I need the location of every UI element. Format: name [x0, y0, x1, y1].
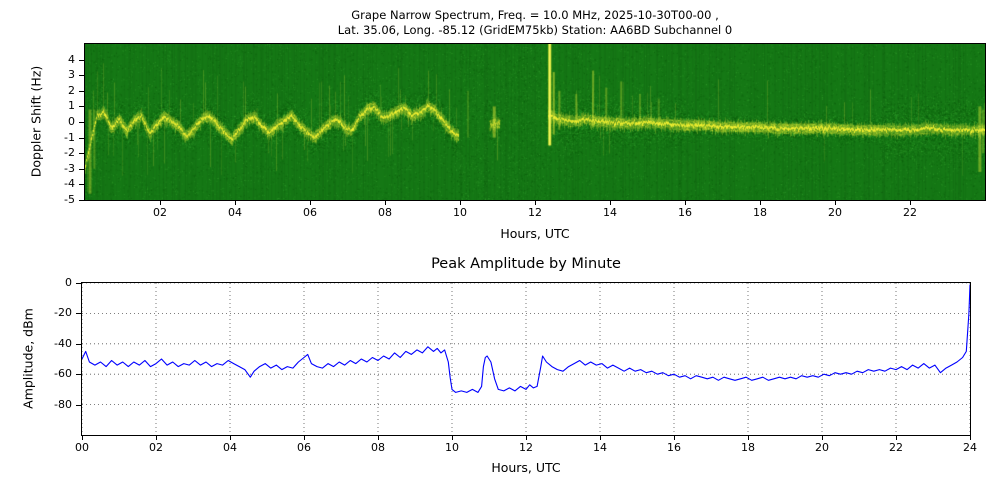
x-tick-mark: [600, 436, 601, 440]
x-tick-label: 16: [667, 441, 681, 454]
y-tick-mark: [79, 75, 84, 77]
y-tick-mark: [76, 343, 81, 345]
x-tick-label: 00: [75, 441, 89, 454]
y-tick-mark: [79, 200, 84, 201]
y-tick-label: 3: [68, 68, 75, 82]
y-tick-mark: [79, 59, 84, 61]
x-tick-mark: [970, 436, 971, 440]
y-tick-mark: [76, 374, 81, 376]
x-tick-mark: [610, 201, 611, 205]
y-tick-mark: [76, 283, 81, 284]
x-tick-label: 14: [603, 206, 617, 219]
y-tick-label: 4: [68, 52, 75, 66]
x-tick-label: 24: [963, 441, 977, 454]
x-tick-label: 10: [453, 206, 467, 219]
x-tick-label: 04: [223, 441, 237, 454]
y-tick-label: -5: [64, 193, 75, 206]
y-tick-label: -20: [54, 306, 72, 320]
x-tick-label: 02: [153, 206, 167, 219]
x-tick-mark: [452, 436, 453, 440]
y-tick-label: -4: [64, 177, 75, 191]
y-tick-label: 0: [68, 115, 75, 128]
x-tick-mark: [748, 436, 749, 440]
x-tick-label: 04: [228, 206, 242, 219]
y-tick-label: 1: [68, 99, 75, 113]
y-tick-mark: [76, 404, 81, 406]
y-tick-label: 2: [68, 83, 75, 97]
y-tick-label: -3: [64, 161, 75, 175]
x-tick-mark: [235, 201, 236, 205]
x-tick-mark: [674, 436, 675, 440]
x-tick-label: 20: [828, 206, 842, 219]
x-tick-label: 02: [149, 441, 163, 454]
y-tick-label: -80: [54, 397, 72, 411]
x-tick-mark: [760, 201, 761, 205]
x-tick-label: 16: [678, 206, 692, 219]
x-tick-mark: [160, 201, 161, 205]
x-tick-mark: [896, 436, 897, 440]
amplitude-plot: [82, 283, 970, 435]
x-tick-label: 12: [519, 441, 533, 454]
y-tick-label: 0: [65, 276, 72, 289]
y-tick-label: -40: [54, 336, 72, 350]
y-tick-mark: [79, 153, 84, 155]
y-tick-label: -2: [64, 146, 75, 160]
x-tick-mark: [822, 436, 823, 440]
x-tick-mark: [304, 436, 305, 440]
x-tick-label: 08: [371, 441, 385, 454]
x-tick-mark: [156, 436, 157, 440]
x-tick-mark: [685, 201, 686, 205]
x-tick-label: 08: [378, 206, 392, 219]
x-tick-label: 18: [741, 441, 755, 454]
y-tick-label: -1: [64, 130, 75, 144]
x-tick-label: 06: [297, 441, 311, 454]
y-tick-mark: [79, 137, 84, 139]
x-tick-label: 12: [528, 206, 542, 219]
x-tick-mark: [82, 436, 83, 440]
amplitude-y-axis-label: Amplitude, dBm: [20, 308, 36, 409]
x-tick-mark: [835, 201, 836, 205]
spectrogram-title-line2: Lat. 35.06, Long. -85.12 (GridEM75kb) St…: [337, 23, 733, 37]
spectrogram-x-axis-label: Hours, UTC: [500, 226, 570, 241]
y-tick-mark: [79, 106, 84, 108]
y-tick-mark: [76, 313, 81, 315]
x-tick-mark: [535, 201, 536, 205]
y-tick-mark: [79, 184, 84, 186]
x-tick-mark: [526, 436, 527, 440]
spectrogram-y-axis-label: Doppler Shift (Hz): [28, 65, 44, 178]
x-tick-label: 18: [753, 206, 767, 219]
amplitude-x-axis-label: Hours, UTC: [491, 460, 561, 475]
x-tick-label: 22: [889, 441, 903, 454]
x-tick-mark: [385, 201, 386, 205]
y-tick-label: -60: [54, 367, 72, 381]
amplitude-title: Peak Amplitude by Minute: [431, 256, 621, 272]
y-tick-mark: [79, 168, 84, 170]
y-tick-mark: [79, 90, 84, 92]
x-tick-label: 22: [903, 206, 917, 219]
x-tick-mark: [910, 201, 911, 205]
x-tick-label: 14: [593, 441, 607, 454]
x-tick-mark: [378, 436, 379, 440]
spectrogram-image: [85, 44, 985, 200]
x-tick-mark: [310, 201, 311, 205]
x-tick-mark: [460, 201, 461, 205]
spectrogram-title-line1: Grape Narrow Spectrum, Freq. = 10.0 MHz,…: [351, 8, 719, 22]
x-tick-label: 20: [815, 441, 829, 454]
x-tick-label: 06: [303, 206, 317, 219]
x-tick-mark: [230, 436, 231, 440]
x-tick-label: 10: [445, 441, 459, 454]
y-tick-mark: [79, 122, 84, 123]
